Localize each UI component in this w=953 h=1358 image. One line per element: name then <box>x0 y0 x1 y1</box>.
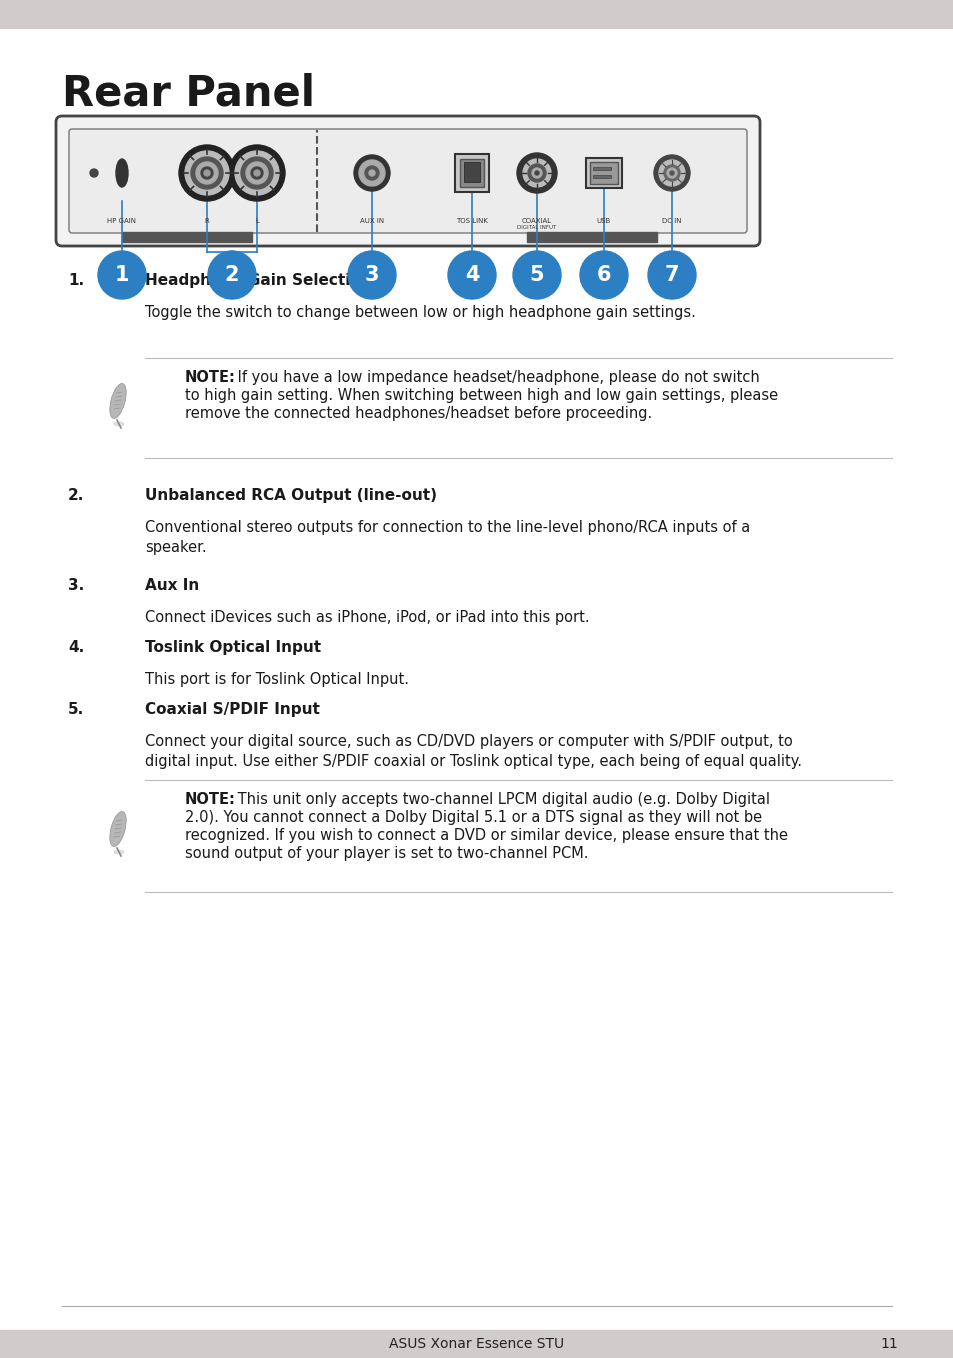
Circle shape <box>513 251 560 299</box>
Text: Toggle the switch to change between low or high headphone gain settings.: Toggle the switch to change between low … <box>145 306 695 320</box>
Circle shape <box>191 158 223 189</box>
Text: 2.0). You cannot connect a Dolby Digital 5.1 or a DTS signal as they will not be: 2.0). You cannot connect a Dolby Digital… <box>185 809 761 826</box>
Text: recognized. If you wish to connect a DVD or similar device, please ensure that t: recognized. If you wish to connect a DVD… <box>185 828 787 843</box>
Text: Connect iDevices such as iPhone, iPod, or iPad into this port.: Connect iDevices such as iPhone, iPod, o… <box>145 610 589 625</box>
Circle shape <box>204 170 210 177</box>
Ellipse shape <box>113 422 124 426</box>
Text: 5.: 5. <box>68 702 84 717</box>
Circle shape <box>654 155 689 191</box>
Circle shape <box>179 145 234 201</box>
Ellipse shape <box>113 850 124 854</box>
Bar <box>593 175 610 178</box>
Bar <box>526 232 657 242</box>
Text: Conventional stereo outputs for connection to the line-level phono/RCA inputs of: Conventional stereo outputs for connecti… <box>145 520 749 555</box>
Text: 3.: 3. <box>68 579 84 593</box>
Text: USB: USB <box>597 219 611 224</box>
Circle shape <box>201 167 213 179</box>
Bar <box>0 1329 953 1358</box>
Circle shape <box>365 166 378 181</box>
Bar <box>589 162 618 183</box>
Text: DIGITAL INFUT: DIGITAL INFUT <box>517 225 556 230</box>
Text: remove the connected headphones/headset before proceeding.: remove the connected headphones/headset … <box>185 406 652 421</box>
Circle shape <box>535 171 538 175</box>
Circle shape <box>666 168 677 178</box>
Text: Headphone Gain Selection: Headphone Gain Selection <box>145 273 372 288</box>
Circle shape <box>90 168 98 177</box>
Text: NOTE:: NOTE: <box>185 792 235 807</box>
Circle shape <box>348 251 395 299</box>
Text: TOS LINK: TOS LINK <box>456 219 487 224</box>
Circle shape <box>208 251 255 299</box>
Circle shape <box>246 162 268 183</box>
Circle shape <box>354 155 390 191</box>
Text: 11: 11 <box>879 1338 897 1351</box>
Text: NOTE:: NOTE: <box>185 369 235 386</box>
Text: ASUS Xonar Essence STU: ASUS Xonar Essence STU <box>389 1338 564 1351</box>
Text: Connect your digital source, such as CD/DVD players or computer with S/PDIF outp: Connect your digital source, such as CD/… <box>145 735 801 769</box>
Text: sound output of your player is set to two-channel PCM.: sound output of your player is set to tw… <box>185 846 588 861</box>
Circle shape <box>229 145 285 201</box>
Circle shape <box>448 251 496 299</box>
Circle shape <box>527 164 545 182</box>
Circle shape <box>663 166 679 181</box>
Text: 2.: 2. <box>68 488 84 502</box>
Bar <box>585 158 621 187</box>
Circle shape <box>517 153 557 193</box>
Circle shape <box>253 170 260 177</box>
Text: 1.: 1. <box>68 273 84 288</box>
Text: Rear Panel: Rear Panel <box>62 73 314 115</box>
Circle shape <box>185 151 229 196</box>
Text: 5: 5 <box>529 265 544 285</box>
Bar <box>0 0 953 29</box>
Text: 2: 2 <box>225 265 239 285</box>
FancyBboxPatch shape <box>56 115 760 246</box>
Circle shape <box>669 171 673 175</box>
Text: If you have a low impedance headset/headphone, please do not switch: If you have a low impedance headset/head… <box>233 369 759 386</box>
Text: Unbalanced RCA Output (line-out): Unbalanced RCA Output (line-out) <box>145 488 436 502</box>
Text: to high gain setting. When switching between high and low gain settings, please: to high gain setting. When switching bet… <box>185 388 778 403</box>
Circle shape <box>532 168 541 178</box>
Text: Toslink Optical Input: Toslink Optical Input <box>145 640 321 655</box>
Text: 7: 7 <box>664 265 679 285</box>
Bar <box>459 159 483 187</box>
Text: 4: 4 <box>464 265 478 285</box>
Text: AUX IN: AUX IN <box>359 219 384 224</box>
Text: COAXIAL: COAXIAL <box>521 219 552 224</box>
Circle shape <box>98 251 146 299</box>
Circle shape <box>369 170 375 177</box>
Text: HP GAIN: HP GAIN <box>108 219 136 224</box>
Circle shape <box>234 151 278 196</box>
Text: L: L <box>254 219 258 224</box>
Text: Coaxial S/PDIF Input: Coaxial S/PDIF Input <box>145 702 319 717</box>
Text: This unit only accepts two-channel LPCM digital audio (e.g. Dolby Digital: This unit only accepts two-channel LPCM … <box>233 792 769 807</box>
Ellipse shape <box>110 812 126 846</box>
Text: Aux In: Aux In <box>145 579 199 593</box>
Text: This port is for Toslink Optical Input.: This port is for Toslink Optical Input. <box>145 672 409 687</box>
Circle shape <box>522 159 551 187</box>
Text: 3: 3 <box>364 265 379 285</box>
Text: DC IN: DC IN <box>661 219 681 224</box>
Text: R: R <box>204 219 209 224</box>
FancyBboxPatch shape <box>69 129 746 234</box>
Text: 4.: 4. <box>68 640 84 655</box>
Text: 6: 6 <box>597 265 611 285</box>
Text: 1: 1 <box>114 265 129 285</box>
Bar <box>463 162 479 182</box>
Circle shape <box>251 167 263 179</box>
Bar <box>455 153 489 191</box>
Ellipse shape <box>110 383 126 418</box>
Circle shape <box>241 158 273 189</box>
Circle shape <box>579 251 627 299</box>
Ellipse shape <box>116 159 128 187</box>
Circle shape <box>647 251 696 299</box>
Bar <box>593 167 610 170</box>
Circle shape <box>659 160 684 186</box>
Bar <box>122 232 252 242</box>
Circle shape <box>358 160 385 186</box>
Circle shape <box>195 162 218 183</box>
